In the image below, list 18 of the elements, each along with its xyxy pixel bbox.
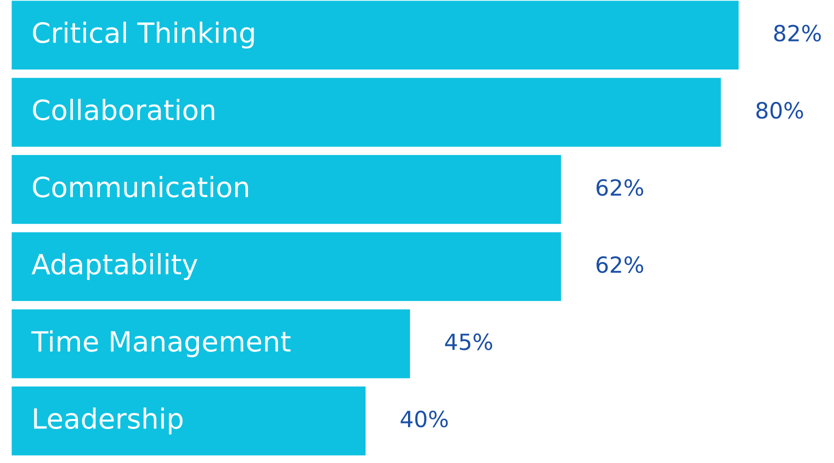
y-tick-label: Communication	[32, 176, 248, 198]
bar	[11, 154, 562, 226]
data-label: 62%	[596, 256, 644, 274]
y-tick-label: Collaboration	[32, 98, 214, 120]
bar	[11, 230, 562, 302]
bar	[11, 385, 367, 457]
data-label: 62%	[596, 179, 644, 196]
y-tick-label: Time Management	[31, 330, 291, 358]
y-tick-label: Adaptability	[32, 253, 198, 280]
y-tick-label: Critical Thinking	[32, 22, 254, 49]
bar	[11, 308, 412, 380]
y-tick-label: Leadership	[34, 408, 183, 434]
data-label: 80%	[756, 102, 804, 119]
bar	[11, 0, 740, 71]
bar	[11, 76, 722, 148]
data-label: 40%	[400, 410, 448, 428]
data-label: 45%	[445, 333, 492, 350]
data-label: 82%	[774, 24, 821, 42]
